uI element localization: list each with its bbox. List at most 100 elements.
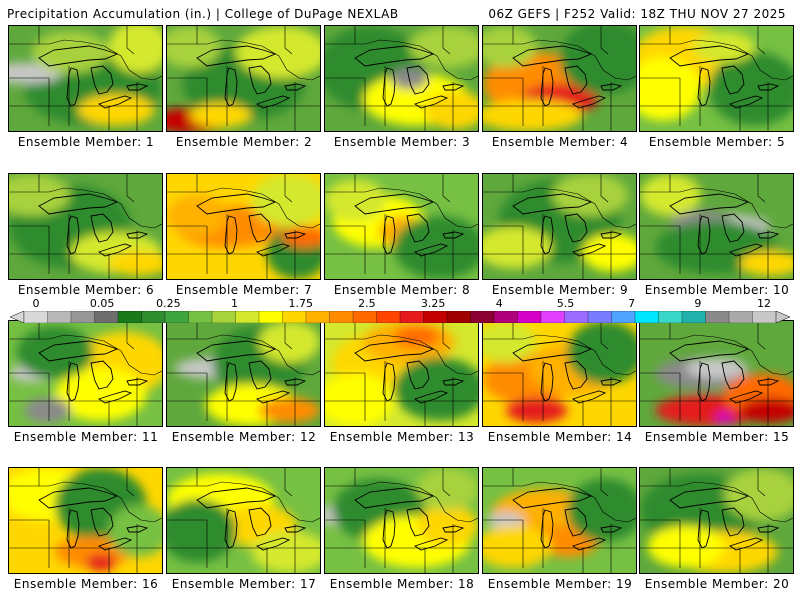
precip-contour-blob bbox=[77, 94, 155, 126]
colorbar-label: 0.25 bbox=[156, 297, 181, 310]
lake-outline bbox=[255, 243, 291, 257]
panel-caption: Ensemble Member: 4 bbox=[491, 135, 629, 149]
precip-contour-blob bbox=[167, 195, 229, 237]
colorbar-label: 4 bbox=[495, 297, 503, 310]
precip-contour-blob bbox=[640, 174, 702, 216]
lake-outline bbox=[97, 243, 133, 257]
ensemble-map-panel bbox=[482, 173, 637, 280]
precip-contour-blob bbox=[424, 91, 478, 129]
lake-outline bbox=[669, 193, 750, 215]
ensemble-map-panel bbox=[639, 25, 794, 132]
colorbar-label: 1.75 bbox=[288, 297, 313, 310]
lake-outline bbox=[728, 243, 764, 257]
lake-outline bbox=[248, 360, 272, 390]
lake-outline bbox=[66, 362, 80, 402]
state-border bbox=[167, 214, 320, 279]
lake-outline bbox=[721, 360, 745, 390]
lake-outline bbox=[90, 360, 114, 390]
state-border bbox=[325, 481, 478, 523]
lake-outline bbox=[224, 215, 238, 255]
precip-map bbox=[325, 468, 478, 573]
precip-contour-blob bbox=[9, 174, 71, 216]
precip-contour-blob bbox=[16, 326, 94, 379]
colorbar-swatch bbox=[752, 311, 777, 323]
lake-outline bbox=[248, 213, 272, 243]
lake-outline bbox=[224, 362, 238, 402]
precip-contour-blob bbox=[24, 397, 71, 423]
lake-outline bbox=[406, 360, 430, 390]
state-border bbox=[640, 214, 793, 279]
ensemble-map-panel bbox=[166, 320, 321, 427]
lake-outline bbox=[697, 67, 711, 107]
colorbar-label: 0.05 bbox=[89, 297, 115, 310]
ensemble-map-panel bbox=[324, 320, 479, 427]
lake-outline bbox=[413, 537, 449, 551]
lake-outline bbox=[66, 215, 80, 255]
colorbar-label: 7 bbox=[628, 297, 636, 310]
colorbar-swatch bbox=[188, 311, 213, 323]
precip-contour-blob bbox=[325, 179, 387, 222]
colorbar-swatch bbox=[399, 311, 424, 323]
panel-caption: Ensemble Member: 12 bbox=[171, 430, 317, 444]
panel-caption: Ensemble Member: 10 bbox=[644, 283, 790, 297]
state-border bbox=[38, 174, 135, 203]
precip-contour-blob bbox=[31, 31, 109, 74]
ensemble-map-panel bbox=[639, 320, 794, 427]
colorbar-max-arrow bbox=[775, 311, 790, 323]
colorbar-label: 9 bbox=[694, 297, 702, 310]
state-border bbox=[196, 174, 293, 203]
ensemble-map-panel bbox=[8, 320, 163, 427]
state-border bbox=[512, 26, 609, 55]
precip-map bbox=[325, 26, 478, 131]
lake-outline bbox=[196, 487, 277, 509]
lake-outline bbox=[354, 193, 435, 215]
state-border bbox=[640, 334, 793, 376]
lake-outline bbox=[224, 67, 238, 107]
panel-caption: Ensemble Member: 15 bbox=[644, 430, 790, 444]
state-border bbox=[9, 214, 162, 279]
panel-caption: Ensemble Member: 6 bbox=[17, 283, 155, 297]
precip-map bbox=[167, 468, 320, 573]
precip-contour-blob bbox=[724, 468, 793, 521]
lake-outline bbox=[255, 95, 291, 109]
state-border bbox=[483, 187, 636, 229]
colorbar-swatch bbox=[728, 311, 753, 323]
state-border bbox=[325, 66, 478, 131]
lake-outline bbox=[354, 340, 435, 362]
panel-caption: Ensemble Member: 9 bbox=[491, 283, 629, 297]
panel-caption: Ensemble Member: 3 bbox=[333, 135, 471, 149]
colorbar-swatch bbox=[517, 311, 542, 323]
state-border bbox=[196, 26, 293, 55]
lake-outline bbox=[728, 95, 764, 109]
state-border bbox=[483, 334, 636, 376]
state-border bbox=[38, 321, 135, 350]
precip-map bbox=[9, 26, 162, 131]
precip-contour-blob bbox=[685, 357, 748, 379]
lake-outline bbox=[224, 509, 238, 549]
colorbar-label: 3.25 bbox=[420, 297, 446, 310]
colorbar-label: 0 bbox=[32, 297, 40, 310]
precip-contour-blob bbox=[251, 174, 320, 227]
ensemble-map-panel bbox=[639, 467, 794, 574]
colorbar-swatch bbox=[235, 311, 260, 323]
colorbar-swatch bbox=[470, 311, 495, 323]
lake-outline bbox=[354, 45, 435, 67]
lake-outline bbox=[97, 537, 133, 551]
state-border bbox=[483, 361, 636, 426]
lake-outline bbox=[90, 507, 114, 537]
state-border bbox=[167, 334, 320, 376]
ensemble-map-panel bbox=[8, 173, 163, 280]
lake-outline bbox=[255, 537, 291, 551]
colorbar-swatch bbox=[117, 311, 142, 323]
state-border bbox=[512, 321, 609, 350]
panel-caption: Ensemble Member: 7 bbox=[175, 283, 313, 297]
precip-contour-blob bbox=[325, 373, 394, 426]
lake-outline bbox=[38, 340, 119, 362]
state-border bbox=[38, 26, 135, 55]
ensemble-map-panel bbox=[482, 25, 637, 132]
ensemble-map-panel bbox=[324, 467, 479, 574]
panel-caption: Ensemble Member: 13 bbox=[329, 430, 475, 444]
colorbar-label: 12 bbox=[757, 297, 771, 310]
state-border bbox=[512, 468, 609, 497]
state-border bbox=[325, 187, 478, 229]
